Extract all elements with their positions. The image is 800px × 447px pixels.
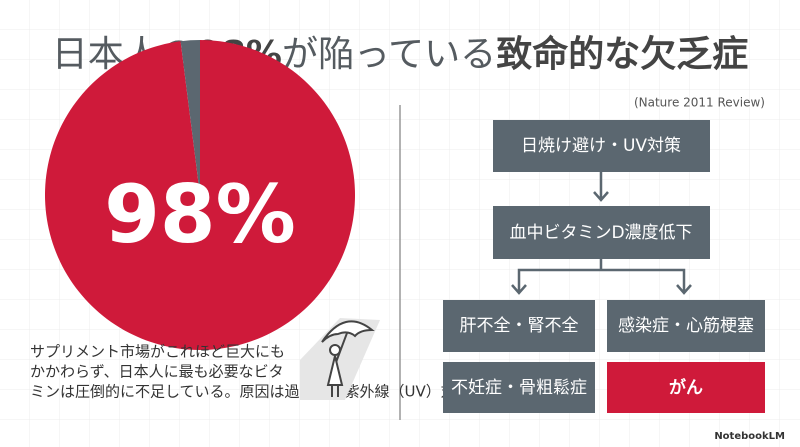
flow-arrow	[593, 172, 609, 202]
description-line: サプリメント市場がこれほど巨大にも	[30, 343, 285, 361]
flow-node-label: がん	[669, 377, 703, 398]
flow-arrow	[511, 259, 692, 295]
flow-node	[493, 206, 710, 259]
flow-node-label: 肝不全・腎不全	[460, 316, 579, 336]
flow-node-label: 不妊症・骨粗鬆症	[451, 377, 587, 398]
description-line: かかわらず、日本人に最も必要なビタ	[30, 363, 284, 381]
title-part: が陥っている	[282, 34, 496, 75]
flow-node	[443, 300, 595, 352]
flow-node-label: 血中ビタミンD濃度低下	[509, 223, 692, 243]
flow-node	[493, 120, 710, 172]
flow-node-label: 感染症・心筋梗塞	[618, 316, 754, 336]
slide-title: 日本人の98%が陥っている致命的な欠乏症	[52, 33, 748, 75]
umbrella-icon	[300, 318, 380, 400]
description-line: ミンは圧倒的に不足している。原因は過度な「紫外線（UV）対策」。	[30, 383, 493, 401]
flow-node-highlight	[607, 362, 765, 413]
source-note: (Nature 2011 Review)	[634, 96, 765, 110]
flow-node	[607, 300, 765, 352]
pie-slice	[180, 40, 200, 195]
watermark: NotebookLM	[714, 431, 785, 442]
flow-node-label: 日焼け避け・UV対策	[521, 136, 681, 156]
title-part: 致命的な欠乏症	[496, 33, 748, 75]
flow-node	[443, 362, 595, 413]
pie-chart: 98%	[44, 40, 355, 351]
pie-slice	[44, 40, 355, 351]
pie-value-label: 98%	[104, 168, 295, 261]
